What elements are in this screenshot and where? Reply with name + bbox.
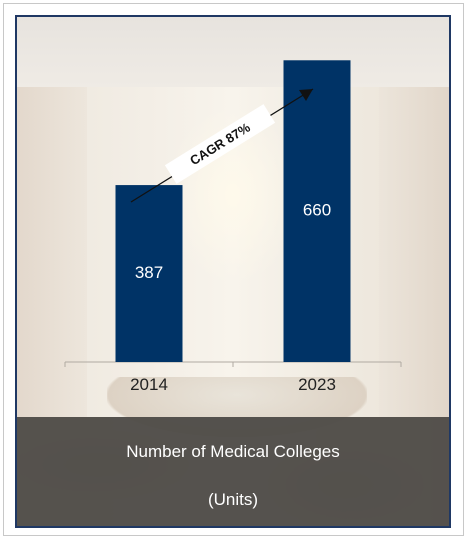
chart-title: Number of Medical Colleges xyxy=(126,442,340,461)
chart-caption: Number of Medical Colleges (Units) xyxy=(17,417,449,526)
bookshelf-top xyxy=(17,17,449,87)
x-tick-label: 2014 xyxy=(130,375,168,394)
cagr-label: CAGR 87% xyxy=(187,119,253,168)
bar-value-label: 660 xyxy=(303,201,331,220)
cagr-label-box xyxy=(164,104,276,184)
bar-2023 xyxy=(283,60,351,363)
chart-panel: 387 2014 660 2023 CAGR 87% Number of Medica… xyxy=(15,15,451,528)
bar-2014 xyxy=(115,185,183,362)
cagr-arrowhead xyxy=(299,89,313,101)
x-tick-label: 2023 xyxy=(298,375,336,394)
bar-chart: 387 2014 660 2023 CAGR 87% xyxy=(64,60,402,394)
chart-unit: (Units) xyxy=(207,490,259,509)
bar-value-label: 387 xyxy=(135,263,163,282)
